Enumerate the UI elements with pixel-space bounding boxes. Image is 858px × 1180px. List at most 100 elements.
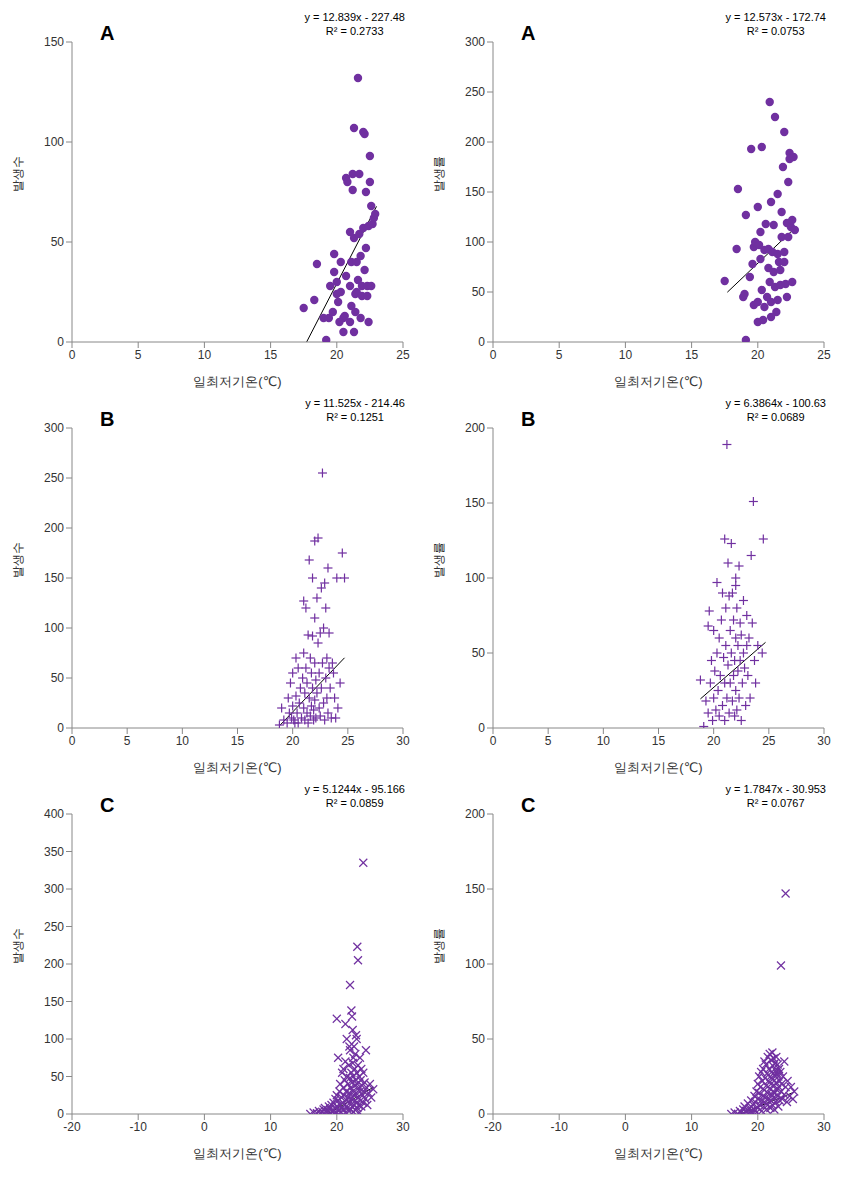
svg-text:25: 25 xyxy=(817,348,831,362)
svg-text:발생수: 발생수 xyxy=(11,156,25,192)
svg-text:300: 300 xyxy=(44,882,64,896)
svg-text:-20: -20 xyxy=(63,1120,81,1134)
svg-text:0: 0 xyxy=(478,335,485,349)
svg-text:30: 30 xyxy=(396,1120,410,1134)
svg-text:50: 50 xyxy=(472,1032,486,1046)
svg-text:100: 100 xyxy=(465,571,485,585)
svg-text:25: 25 xyxy=(396,348,410,362)
svg-text:일최저기온(℃): 일최저기온(℃) xyxy=(193,760,281,775)
svg-text:일최저기온(℃): 일최저기온(℃) xyxy=(614,374,702,389)
html-text:A: A xyxy=(521,22,536,44)
svg-text:10: 10 xyxy=(619,348,633,362)
svg-text:300: 300 xyxy=(465,35,485,49)
svg-text:20: 20 xyxy=(330,348,344,362)
svg-text:0: 0 xyxy=(201,1120,208,1134)
svg-text:50: 50 xyxy=(51,671,65,685)
svg-text:30: 30 xyxy=(817,734,831,748)
svg-text:발생률: 발생률 xyxy=(432,542,446,578)
svg-text:발생수: 발생수 xyxy=(11,928,25,964)
svg-text:150: 150 xyxy=(465,882,485,896)
svg-text:250: 250 xyxy=(465,85,485,99)
svg-text:0: 0 xyxy=(69,734,76,748)
svg-text:200: 200 xyxy=(44,521,64,535)
svg-text:5: 5 xyxy=(556,348,563,362)
svg-text:0: 0 xyxy=(490,734,497,748)
svg-text:일최저기온(℃): 일최저기온(℃) xyxy=(614,760,702,775)
svg-text:250: 250 xyxy=(44,471,64,485)
svg-text:30: 30 xyxy=(817,1120,831,1134)
html-text:R² = 0.1251: R² = 0.1251 xyxy=(326,411,384,423)
svg-text:400: 400 xyxy=(44,807,64,821)
svg-text:발생수: 발생수 xyxy=(11,542,25,578)
html-text:R² = 0.0753: R² = 0.0753 xyxy=(746,25,805,37)
svg-text:0: 0 xyxy=(490,348,497,362)
svg-text:15: 15 xyxy=(652,734,666,748)
html-text:y = 11.525x - 214.46: y = 11.525x - 214.46 xyxy=(305,397,405,409)
svg-text:0: 0 xyxy=(57,1107,64,1121)
html-text:B: B xyxy=(521,408,536,430)
html-text:R² = 0.2733: R² = 0.2733 xyxy=(325,25,384,37)
html-text:A: A xyxy=(100,22,115,44)
svg-text:20: 20 xyxy=(286,734,300,748)
svg-text:200: 200 xyxy=(465,807,485,821)
svg-text:5: 5 xyxy=(124,734,131,748)
svg-text:100: 100 xyxy=(44,1032,64,1046)
svg-text:150: 150 xyxy=(465,185,485,199)
svg-text:-10: -10 xyxy=(551,1120,569,1134)
svg-text:100: 100 xyxy=(465,957,485,971)
svg-text:50: 50 xyxy=(472,285,486,299)
svg-text:10: 10 xyxy=(176,734,190,748)
svg-text:10: 10 xyxy=(264,1120,278,1134)
html-text:C: C xyxy=(521,794,536,816)
svg-text:20: 20 xyxy=(751,1120,765,1134)
svg-text:5: 5 xyxy=(545,734,552,748)
svg-text:10: 10 xyxy=(597,734,611,748)
svg-text:50: 50 xyxy=(51,235,65,249)
svg-text:0: 0 xyxy=(57,721,64,735)
svg-text:0: 0 xyxy=(57,335,64,349)
svg-text:일최저기온(℃): 일최저기온(℃) xyxy=(193,374,281,389)
svg-text:100: 100 xyxy=(44,621,64,635)
svg-text:150: 150 xyxy=(44,35,64,49)
svg-text:100: 100 xyxy=(44,135,64,149)
svg-text:발생률: 발생률 xyxy=(432,156,446,192)
svg-text:150: 150 xyxy=(465,496,485,510)
svg-text:0: 0 xyxy=(69,348,76,362)
svg-text:20: 20 xyxy=(707,734,721,748)
svg-text:0: 0 xyxy=(622,1120,629,1134)
html-text:C: C xyxy=(100,794,115,816)
svg-text:50: 50 xyxy=(51,1070,65,1084)
svg-text:-20: -20 xyxy=(484,1120,502,1134)
svg-text:15: 15 xyxy=(685,348,699,362)
svg-text:30: 30 xyxy=(396,734,410,748)
svg-text:0: 0 xyxy=(478,721,485,735)
svg-text:10: 10 xyxy=(685,1120,699,1134)
svg-text:25: 25 xyxy=(762,734,776,748)
svg-text:200: 200 xyxy=(465,421,485,435)
svg-text:200: 200 xyxy=(465,135,485,149)
html-text:y = 6.3864x - 100.63: y = 6.3864x - 100.63 xyxy=(725,397,826,409)
svg-text:0: 0 xyxy=(478,1107,485,1121)
svg-text:200: 200 xyxy=(44,957,64,971)
svg-text:100: 100 xyxy=(465,235,485,249)
svg-text:150: 150 xyxy=(44,995,64,1009)
svg-text:10: 10 xyxy=(198,348,212,362)
svg-text:15: 15 xyxy=(231,734,245,748)
html-text:B: B xyxy=(100,408,115,430)
html-text:y = 12.573x - 172.74: y = 12.573x - 172.74 xyxy=(725,11,826,23)
svg-text:일최저기온(℃): 일최저기온(℃) xyxy=(193,1146,281,1161)
svg-text:-10: -10 xyxy=(130,1120,148,1134)
svg-text:20: 20 xyxy=(751,348,765,362)
svg-text:300: 300 xyxy=(44,421,64,435)
svg-text:50: 50 xyxy=(472,646,486,660)
svg-text:5: 5 xyxy=(135,348,142,362)
svg-text:일최저기온(℃): 일최저기온(℃) xyxy=(614,1146,702,1161)
svg-text:25: 25 xyxy=(341,734,355,748)
html-text:y = 12.839x - 227.48: y = 12.839x - 227.48 xyxy=(304,11,405,23)
svg-text:350: 350 xyxy=(44,845,64,859)
svg-text:20: 20 xyxy=(330,1120,344,1134)
svg-text:150: 150 xyxy=(44,571,64,585)
svg-text:15: 15 xyxy=(264,348,278,362)
svg-text:250: 250 xyxy=(44,920,64,934)
svg-text:발생률: 발생률 xyxy=(432,928,446,964)
